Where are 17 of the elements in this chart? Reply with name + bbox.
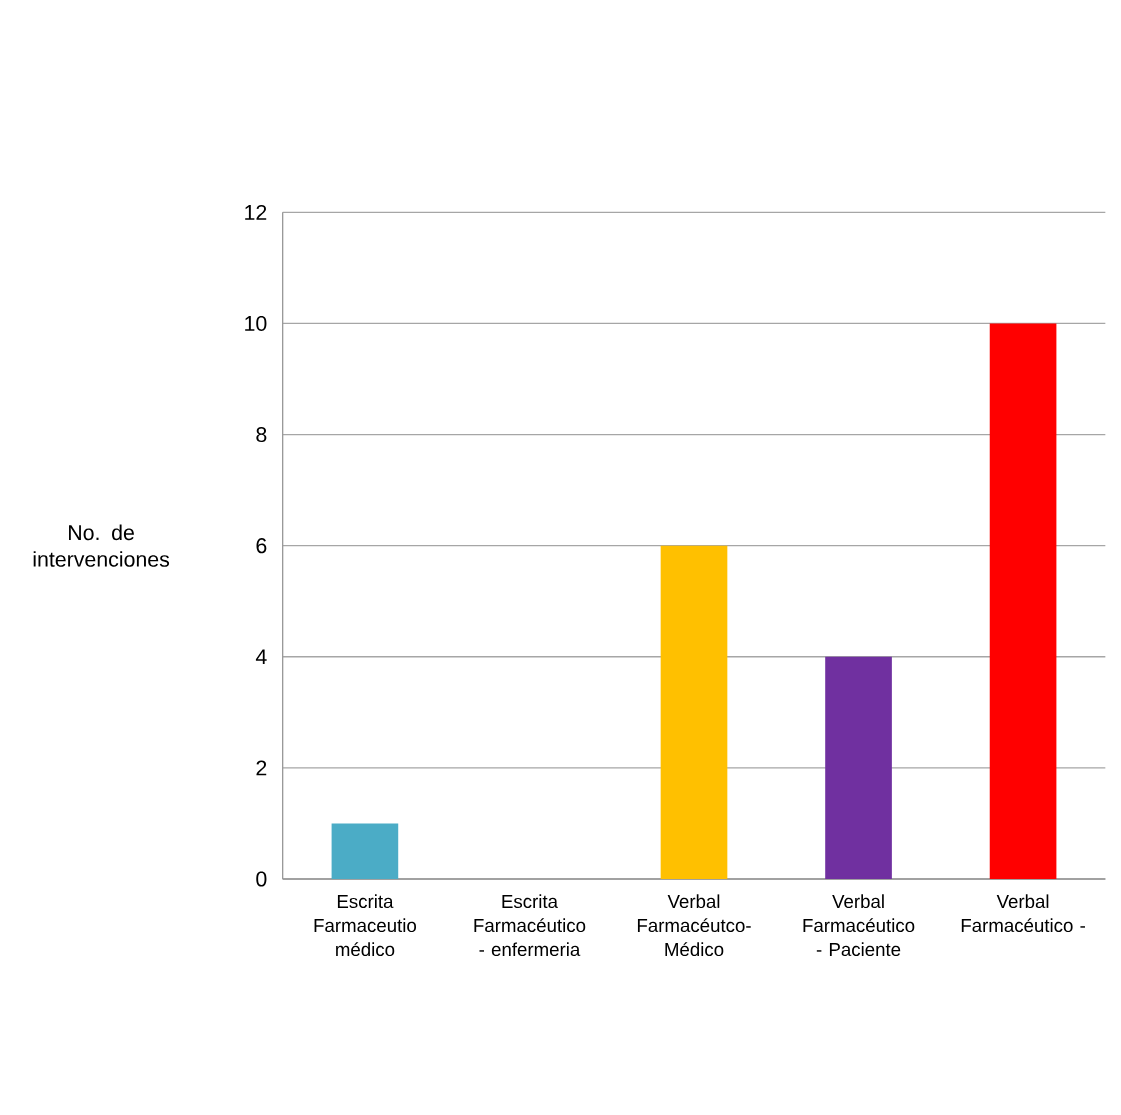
y-tick-label: 6 bbox=[256, 538, 267, 554]
x-tick-label: Verbal Farmacéutco- Médico bbox=[637, 894, 751, 957]
y-axis-title: No. de intervenciones bbox=[33, 524, 170, 567]
y-tick-label: 10 bbox=[245, 315, 267, 331]
y-tick-label: 12 bbox=[245, 204, 267, 220]
y-tick-label: 4 bbox=[255, 649, 267, 665]
x-tick-label: Escrita Farmacéutico - enfermeria bbox=[474, 894, 586, 957]
y-tick-label: 8 bbox=[256, 427, 267, 443]
x-tick-label: Verbal Farmacéutico - bbox=[961, 894, 1085, 933]
y-tick-label: 0 bbox=[256, 871, 267, 887]
bar bbox=[825, 656, 892, 879]
x-tick-label: Verbal Farmacéutico - Paciente bbox=[803, 894, 915, 957]
x-tick-label: Escrita Farmaceutio médico bbox=[314, 894, 417, 957]
bar bbox=[331, 823, 399, 879]
bar bbox=[989, 323, 1057, 879]
y-tick-label: 2 bbox=[256, 760, 267, 776]
bar bbox=[660, 545, 728, 879]
